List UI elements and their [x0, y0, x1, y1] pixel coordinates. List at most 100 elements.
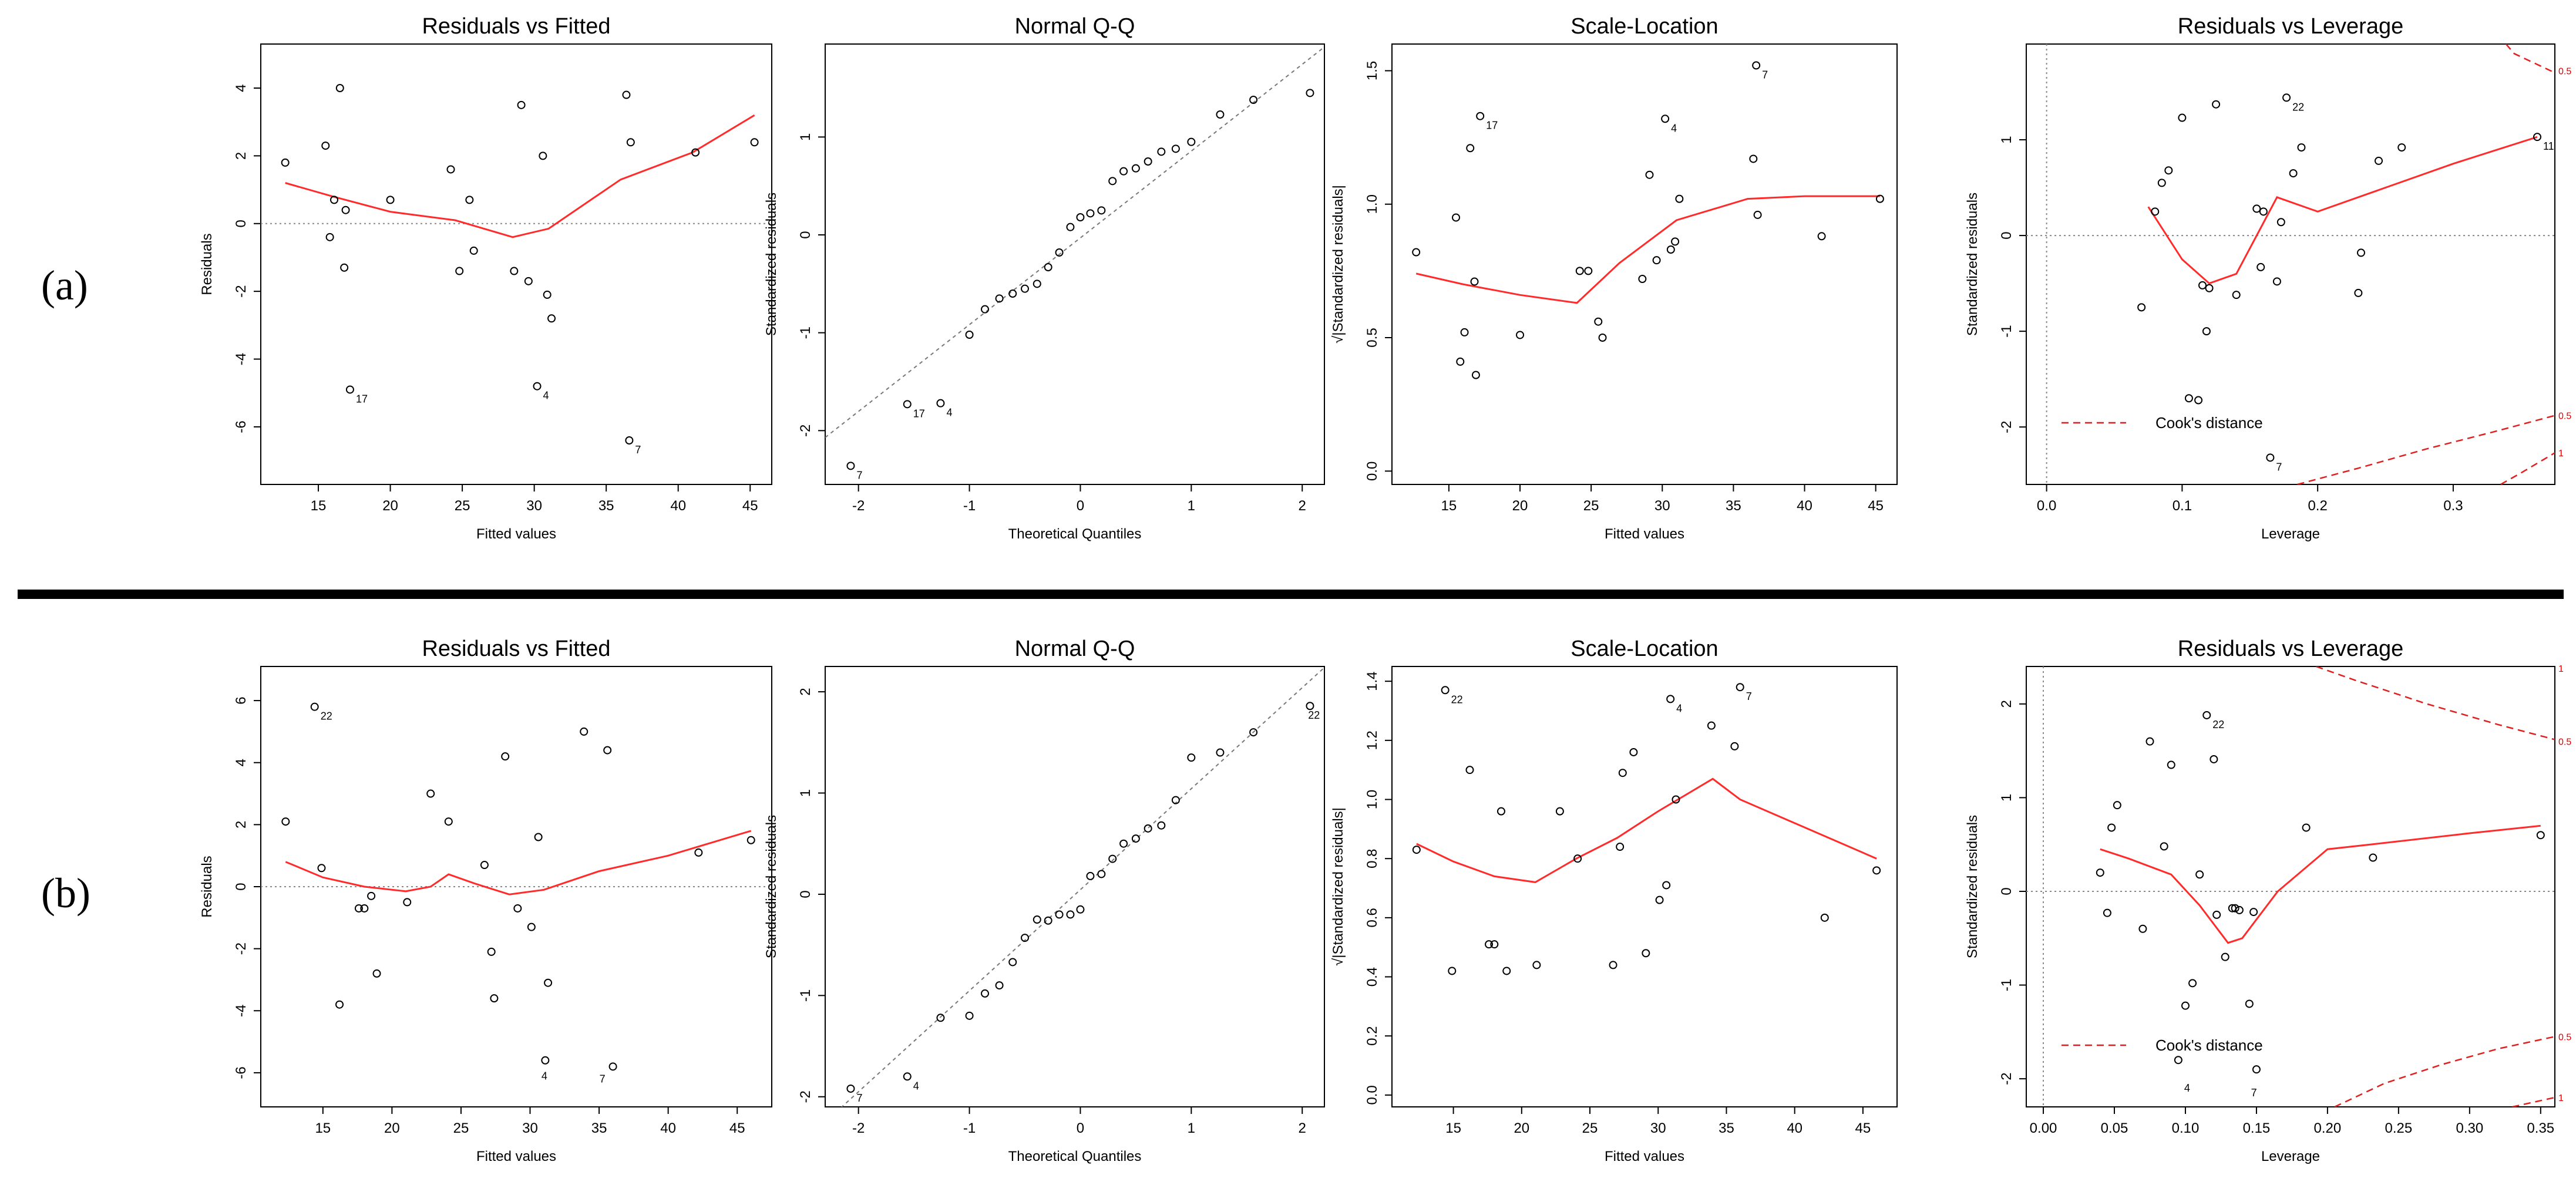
data-point — [2195, 870, 2204, 879]
data-point — [1749, 154, 1758, 163]
y-axis-label: Residuals — [199, 233, 215, 295]
chart-title: Residuals vs Fitted — [422, 637, 610, 661]
x-tick-label: 0 — [1077, 1120, 1084, 1136]
data-point — [1594, 317, 1603, 326]
data-point — [2259, 207, 2268, 216]
x-axis-label: Fitted values — [476, 1149, 556, 1164]
x-tick-label: 15 — [315, 1120, 331, 1136]
data-point — [501, 752, 510, 761]
plot-frame — [1391, 666, 1898, 1107]
data-point — [2145, 737, 2154, 746]
data-point — [1021, 284, 1029, 293]
y-tick-label: 1.5 — [1364, 61, 1380, 80]
chart-title: Scale-Location — [1571, 637, 1718, 661]
y-tick-label: -2 — [798, 425, 813, 437]
data-point — [2167, 760, 2175, 769]
data-point — [995, 294, 1004, 303]
x-axis-label: Leverage — [2261, 1149, 2320, 1164]
x-tick-label: 25 — [1583, 498, 1599, 514]
data-point — [2272, 277, 2281, 286]
y-tick-label: 1 — [1999, 136, 2015, 143]
y-tick-label: 2 — [1999, 700, 2015, 708]
data-point — [1470, 277, 1479, 286]
data-point — [1076, 213, 1085, 221]
cooks-distance-curve — [2505, 44, 2555, 74]
smooth-line — [285, 114, 755, 238]
data-point — [533, 382, 542, 390]
data-point — [1476, 112, 1485, 120]
plot-area — [1412, 683, 1881, 975]
data-point — [2357, 248, 2365, 257]
data-point — [544, 978, 553, 987]
data-point — [534, 833, 543, 841]
x-tick-label: 35 — [1726, 498, 1741, 514]
data-point — [1672, 795, 1680, 804]
data-point — [2231, 904, 2239, 913]
data-point — [1066, 223, 1075, 231]
y-tick-label: 1.4 — [1364, 671, 1380, 691]
point-label: 4 — [1676, 702, 1682, 714]
data-point — [1573, 854, 1582, 863]
cooks-distance-curve — [2316, 666, 2555, 740]
point-label: 4 — [913, 1080, 919, 1092]
data-point — [2266, 453, 2275, 462]
data-point — [1516, 331, 1525, 339]
point-label: 7 — [856, 1092, 862, 1104]
data-point — [608, 1062, 617, 1071]
x-tick-label: 30 — [1654, 498, 1670, 514]
data-point — [1249, 96, 1258, 104]
plot-area — [840, 666, 1324, 1107]
data-point — [1675, 194, 1684, 203]
data-point — [1820, 913, 1829, 922]
data-point — [1187, 137, 1196, 146]
chart-panel: Residuals vs Fitted 15 20 25 30 35 40 45 -6 -4 -2 0… — [199, 14, 772, 542]
x-tick-label: 0.0 — [2037, 498, 2056, 514]
data-point — [2113, 801, 2121, 810]
data-point — [2276, 218, 2285, 227]
x-tick-label: 0.15 — [2243, 1120, 2271, 1136]
data-point — [1465, 766, 1474, 775]
data-point — [1452, 213, 1461, 222]
data-point — [1502, 967, 1511, 975]
data-point — [325, 233, 334, 241]
data-point — [1108, 854, 1117, 863]
data-point — [386, 196, 395, 204]
data-point — [981, 305, 989, 314]
plot-area — [261, 702, 772, 1071]
data-point — [541, 1056, 550, 1065]
point-label: 22 — [1308, 709, 1320, 721]
data-point — [1044, 263, 1052, 271]
data-point — [1055, 248, 1064, 257]
data-point — [510, 267, 519, 275]
x-axis-label: Fitted values — [476, 526, 556, 542]
y-axis-label: √|Standardized residuals| — [1330, 807, 1346, 966]
data-point — [2536, 831, 2545, 840]
data-point — [2210, 755, 2218, 763]
x-tick-label: -2 — [852, 1120, 865, 1136]
data-point — [1066, 910, 1075, 919]
data-point — [1496, 807, 1505, 816]
x-axis-label: Fitted values — [1605, 1149, 1684, 1164]
y-tick-label: 0 — [798, 890, 813, 898]
point-label: 22 — [2292, 101, 2304, 113]
data-point — [1097, 206, 1106, 215]
x-tick-label: 40 — [660, 1120, 676, 1136]
data-point — [1412, 846, 1421, 854]
data-point — [1618, 769, 1627, 777]
data-point — [2103, 908, 2111, 917]
data-point — [281, 158, 290, 167]
point-label: 22 — [1451, 693, 1463, 705]
data-point — [1144, 157, 1152, 166]
data-point — [543, 290, 551, 299]
data-point — [965, 1011, 974, 1020]
point-label: 22 — [2212, 719, 2224, 730]
data-point — [335, 84, 344, 92]
data-point — [446, 165, 455, 174]
x-tick-label: -2 — [852, 498, 865, 514]
x-tick-label: 45 — [729, 1120, 745, 1136]
data-point — [469, 246, 478, 255]
chart-title: Residuals vs Leverage — [2178, 14, 2403, 39]
data-point — [281, 817, 290, 826]
smooth-line — [2100, 824, 2541, 944]
